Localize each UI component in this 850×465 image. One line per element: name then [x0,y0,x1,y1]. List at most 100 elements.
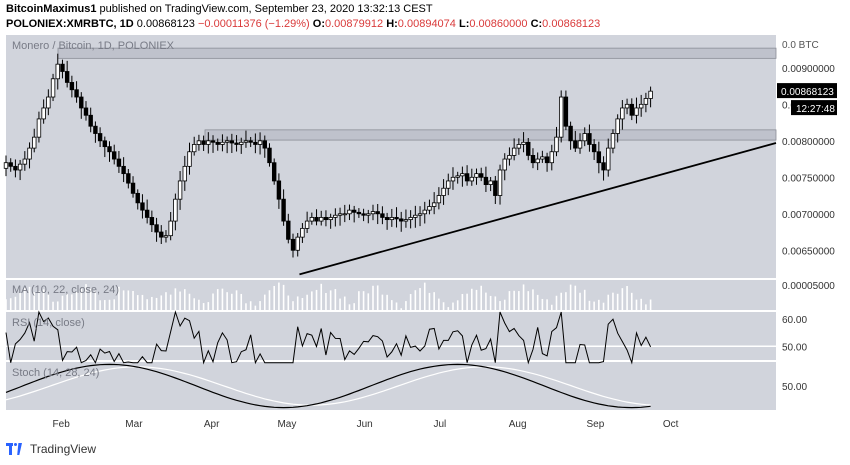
candle [97,133,103,142]
candle [380,213,385,218]
candle [116,158,122,167]
candle [568,125,573,142]
candle [210,140,216,143]
close-value: 0.00868123 [542,18,601,30]
candle [474,173,479,178]
candle [450,176,456,182]
candle [36,118,42,138]
indicator-label: Stoch (14, 28, 24) [12,367,99,379]
candle [591,144,597,153]
low-value: 0.00860000 [469,18,528,30]
candle [74,89,79,98]
candle [638,103,644,109]
candle [563,96,569,127]
candle [554,136,559,153]
candle [530,155,536,164]
candle [286,220,291,240]
candle [624,103,630,109]
candle [79,96,84,109]
candle [342,213,347,216]
candle [140,202,145,211]
candle [549,151,554,164]
candle [479,173,484,178]
candle [309,217,315,222]
candle [130,182,136,194]
indicator-axis-label: 0.00005000 [782,281,835,292]
candle [427,206,432,211]
candle [337,213,343,216]
candle [319,217,324,222]
candle [88,114,93,127]
brand-name[interactable]: TradingView [30,442,97,456]
candle [154,224,159,233]
candle [163,235,169,238]
candle [422,209,427,215]
candle [629,103,634,116]
candle [149,217,155,226]
candle [50,78,56,98]
candle [8,162,13,167]
candle [384,217,390,221]
tradingview-logo-icon [6,443,24,455]
candle [634,107,639,116]
last-price-label: 0.00868123 [781,87,834,98]
ascending-support-line [299,142,777,276]
chart-header-line-2: POLONIEX:XMRBTC, 1D 0.00868123 −0.000113… [6,18,600,30]
candle [526,141,531,156]
y-tick-label: 0.00900000 [782,64,835,75]
candle [577,140,583,149]
candle [587,133,592,145]
x-tick-label: Jun [357,419,373,430]
candle [177,180,183,200]
candle [446,180,451,189]
candle [507,155,512,160]
candle [351,209,357,213]
last-price-badge [777,83,837,99]
top-axis-label: 0.0 BTC [782,40,819,51]
high-value: 0.00894074 [397,18,456,30]
candle [417,213,423,216]
candle [370,211,376,215]
candle [83,107,89,116]
candle [347,209,352,215]
chart-title: Monero / Bitcoin, 1D, POLONIEX [12,40,175,52]
resistance-zone [204,129,777,141]
time-axis-background [6,410,776,432]
candle [121,165,126,175]
footer: TradingView [6,442,96,456]
symbol-label: POLONIEX:XMRBTC, 1D [6,18,134,30]
candle [403,219,409,222]
candle [257,140,263,145]
candle [243,140,249,143]
x-tick-label: May [277,419,296,430]
price-chart[interactable]: Monero / Bitcoin, 1D, POLONIEX 0.0 BTC 0.0… [0,0,850,440]
candle [431,202,437,207]
candle [436,195,442,204]
candle [168,220,173,237]
candle [535,158,540,164]
stoch-d-line [5,366,651,406]
y-tick-label: 0.00800000 [782,137,835,148]
candle [239,141,244,145]
candle [441,187,446,196]
candle [648,90,653,99]
candle [558,96,564,138]
candle [314,217,319,222]
candle [488,180,493,185]
candle [596,151,602,164]
candle [187,151,192,167]
candle [394,217,399,220]
author-name[interactable]: BitcoinMaximus1 [6,3,97,15]
candle [201,140,206,145]
candle [107,146,112,153]
x-tick-label: Jul [434,419,447,430]
candle [159,231,164,238]
candle [32,136,37,149]
indicator-label: MA (10, 22, close, 24) [12,284,119,296]
x-tick-label: Sep [587,419,605,430]
rsi-tick-label: 50.00 [782,342,807,353]
candle [196,140,202,145]
candle [408,217,413,221]
x-tick-label: Mar [125,419,143,430]
candle [135,192,140,204]
